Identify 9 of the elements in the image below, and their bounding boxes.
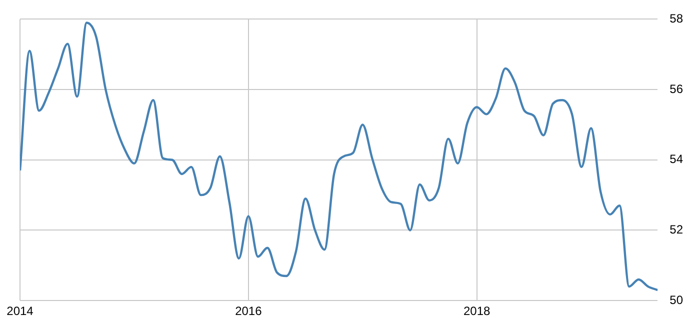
x-tick-label: 2014 [6, 304, 34, 318]
y-tick-label: 54 [670, 152, 684, 166]
line-series [20, 22, 658, 292]
x-tick-label: 2016 [235, 304, 262, 318]
x-tick-label: 2018 [463, 304, 490, 318]
y-tick-label: 56 [670, 82, 684, 96]
y-tick-label: 50 [670, 292, 684, 307]
y-tick-label: 52 [670, 222, 684, 237]
y-tick-label: 58 [670, 12, 684, 26]
